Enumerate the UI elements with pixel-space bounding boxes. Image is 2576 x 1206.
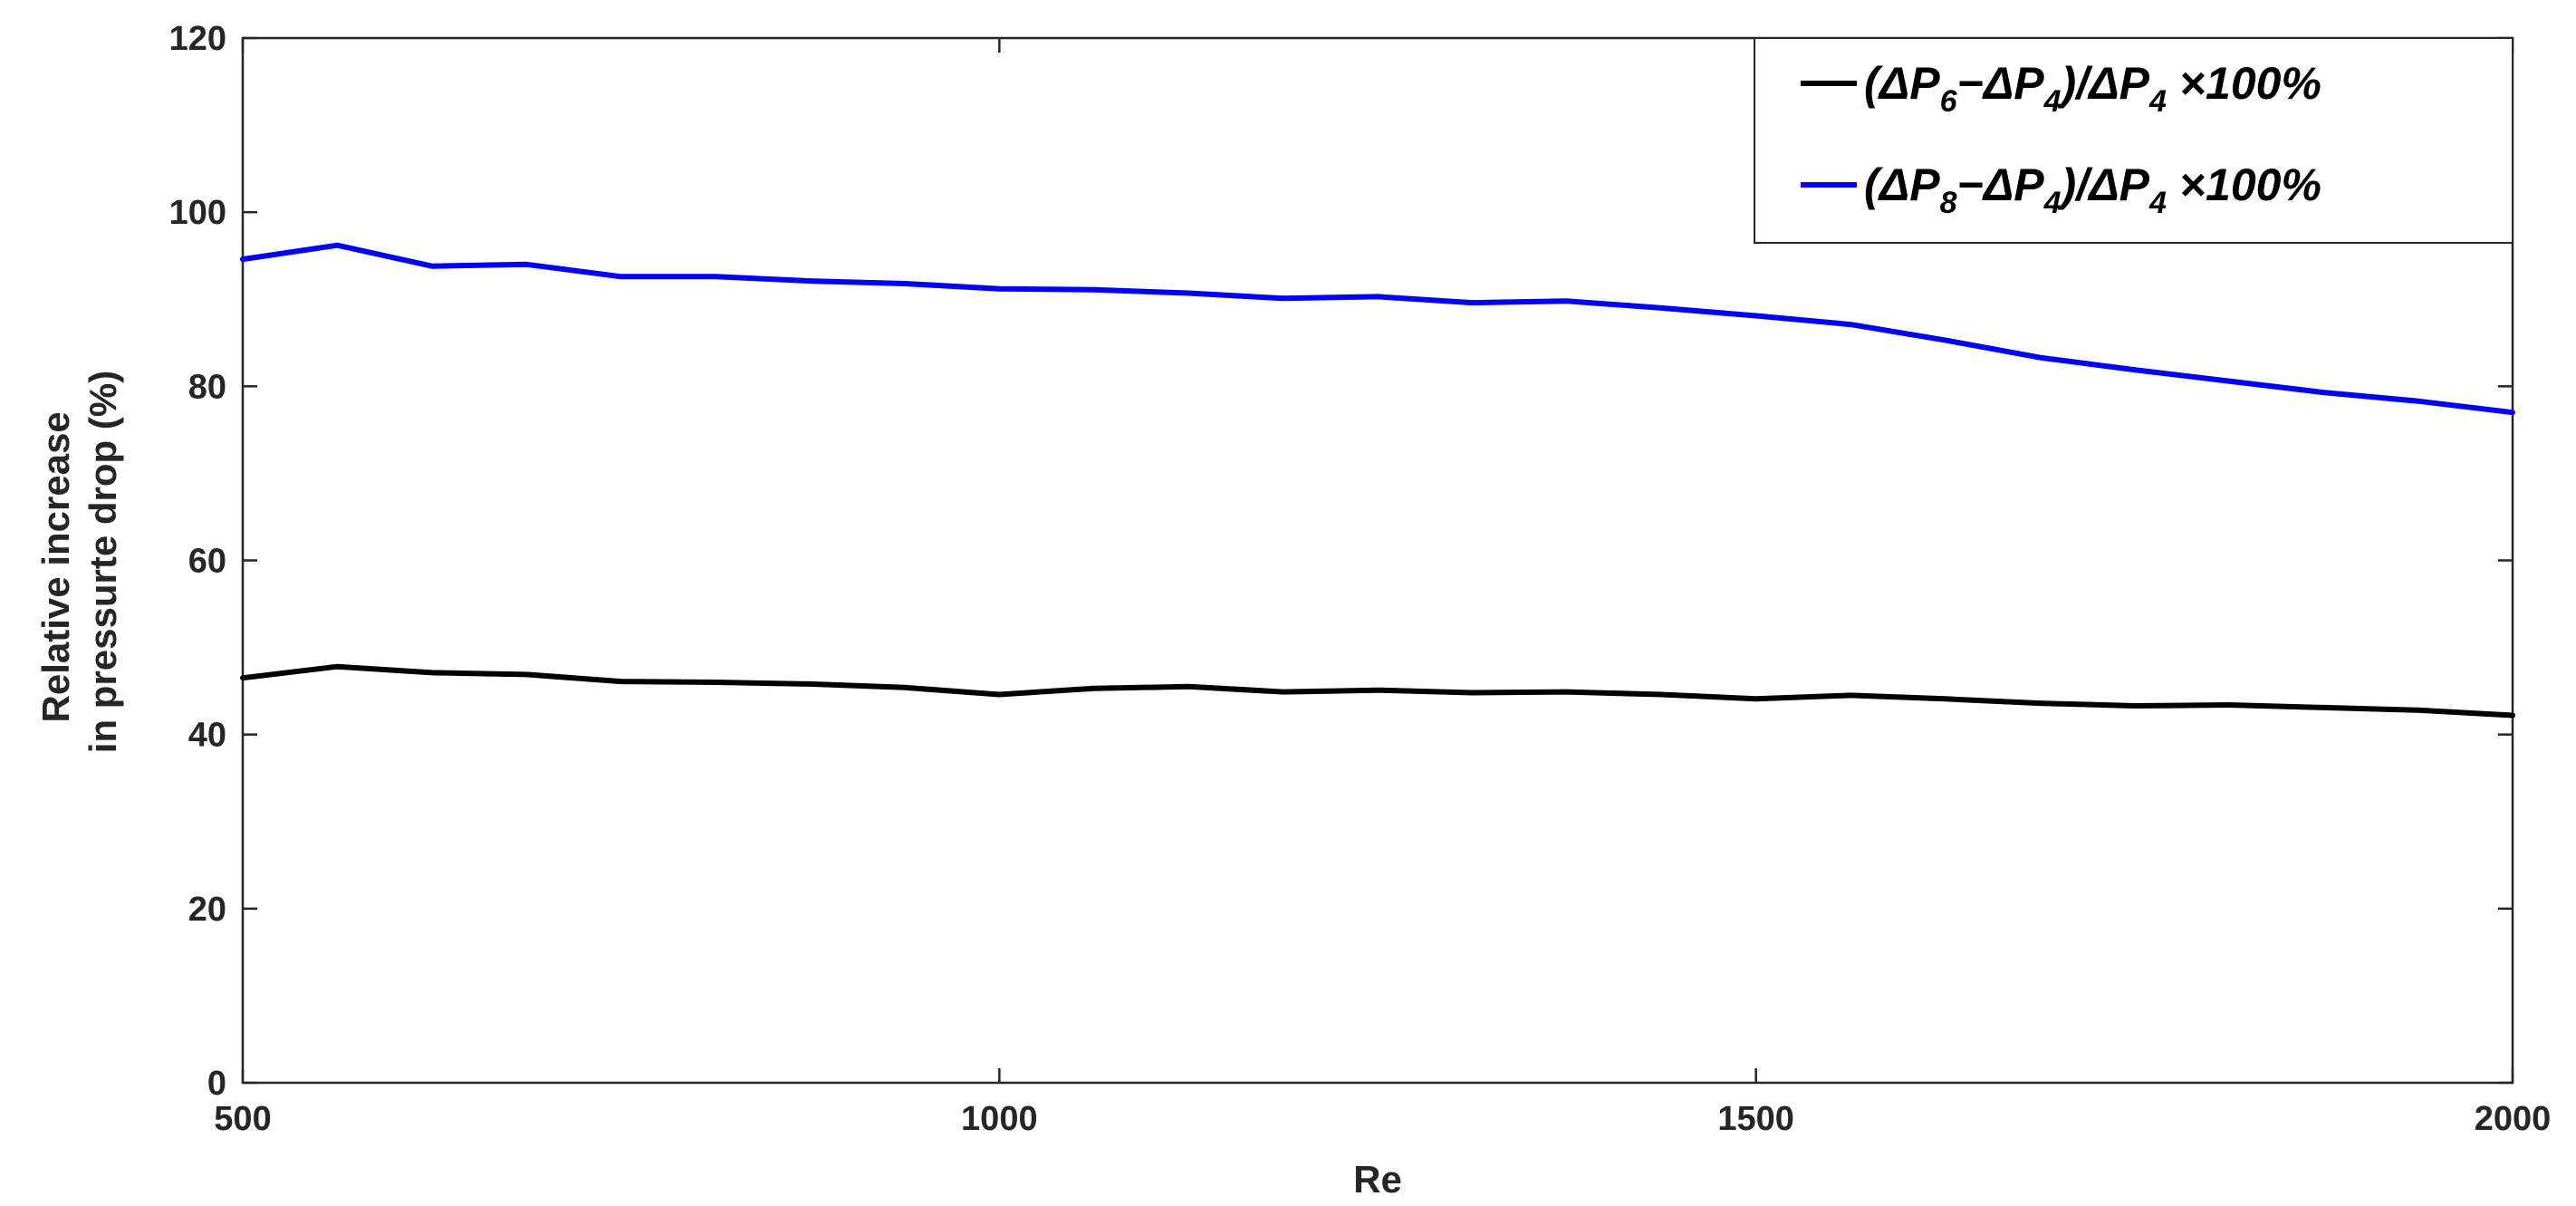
y-tick-label: 120	[169, 20, 226, 58]
y-tick-label: 60	[188, 543, 226, 581]
x-tick-label: 2000	[2475, 1100, 2552, 1138]
legend-text-part: ×100%	[2167, 58, 2321, 109]
legend: (ΔP6−ΔP4)/ΔP4 ×100%(ΔP8−ΔP4)/ΔP4 ×100%	[1754, 37, 2514, 244]
legend-subscript: 4	[2148, 186, 2167, 220]
y-axis-label: Relative increase in pressurte drop (%)	[34, 371, 124, 753]
y-tick-label: 80	[188, 368, 226, 406]
x-tick-label: 500	[214, 1100, 271, 1138]
legend-text-part: −ΔP	[1957, 58, 2045, 109]
legend-text-part: )/ΔP	[2057, 58, 2150, 109]
y-tick-label: 0	[207, 1065, 226, 1103]
y-axis-label-line-1: Relative increase	[34, 411, 77, 722]
y-tick-label: 100	[169, 194, 226, 232]
y-tick-label: 20	[188, 891, 226, 929]
legend-subscript: 4	[2043, 84, 2062, 119]
series-group	[240, 242, 2515, 719]
x-tick-label: 1000	[961, 1100, 1038, 1138]
legend-box	[1754, 37, 2514, 244]
y-tick-label: 40	[188, 717, 226, 755]
legend-text-part: ×100%	[2167, 159, 2321, 210]
legend-subscript: 8	[1940, 186, 1957, 220]
x-tick-label: 1500	[1717, 1100, 1794, 1138]
legend-subscript: 4	[2148, 84, 2167, 119]
y-axis-label-line-2: in pressurte drop (%)	[82, 371, 124, 753]
legend-text-part: )/ΔP	[2057, 159, 2150, 210]
x-axis-label: Re	[1353, 1158, 1402, 1201]
series-line-1	[240, 663, 2515, 719]
y-axis: 0 20 40 60 80 100 120	[169, 20, 2513, 1103]
legend-label-2: (ΔP8−ΔP4)/ΔP4 ×100%	[1864, 159, 2321, 220]
legend-subscript: 6	[1940, 84, 1958, 119]
legend-text-part: (ΔP	[1864, 159, 1940, 210]
x-axis: 500 1000 1500 2000	[214, 38, 2551, 1138]
legend-subscript: 4	[2043, 186, 2062, 220]
legend-label-1: (ΔP6−ΔP4)/ΔP4 ×100%	[1864, 58, 2321, 119]
series-line-2	[240, 242, 2515, 416]
legend-text-part: (ΔP	[1864, 58, 1940, 109]
legend-text-part: −ΔP	[1957, 159, 2045, 210]
